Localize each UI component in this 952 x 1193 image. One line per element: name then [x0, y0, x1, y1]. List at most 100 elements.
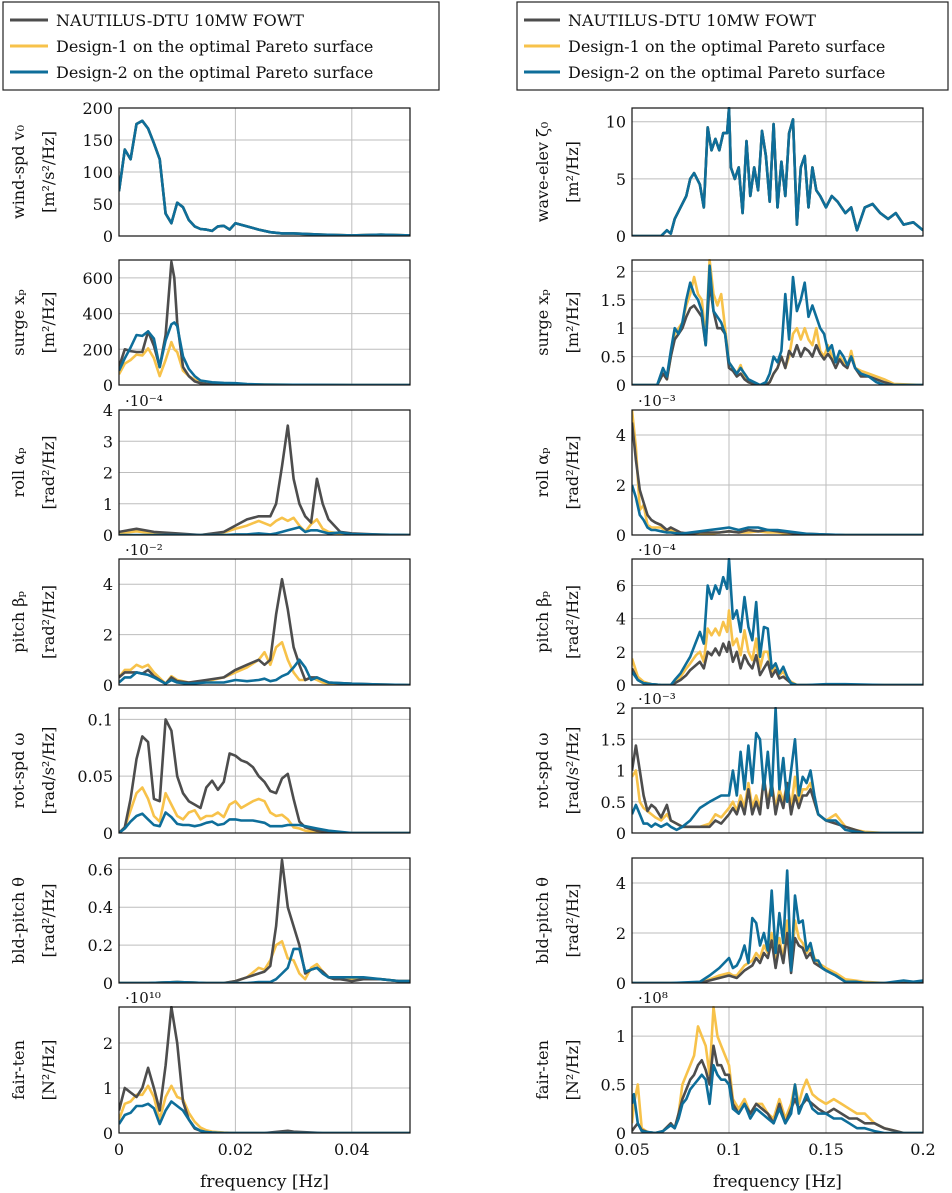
series-design2 — [119, 811, 410, 833]
x-axis-label: frequency [Hz] — [200, 1172, 329, 1192]
series-design2 — [632, 558, 923, 685]
series-baseline — [632, 281, 923, 385]
axes-frame — [118, 857, 411, 984]
y-tick-label: 2 — [616, 924, 626, 943]
legend-left: NAUTILUS-DTU 10MW FOWT Design-1 on the o… — [2, 1, 440, 91]
y-tick-label: 0.6 — [88, 860, 113, 879]
x-tick-label: 0.05 — [614, 1140, 650, 1159]
y-tick-label: 600 — [82, 269, 113, 288]
y-tick-label: 4 — [103, 575, 113, 594]
y-tick-label: 2 — [103, 626, 113, 645]
panel-left-5: 0 0.05 0.1 rot-spd ω [rad/s²/Hz] — [9, 707, 411, 843]
series-design2 — [632, 707, 923, 833]
y-tick-label: 0 — [616, 376, 626, 395]
y-scale-multiplier: ·10¹⁰ — [125, 989, 161, 1007]
y-tick-label: 2 — [103, 464, 113, 483]
y-axis-label-name: bld-pitch θ — [9, 877, 28, 964]
y-axis-label-unit: [m²/Hz] — [563, 292, 582, 354]
x-tick-label: 0.02 — [218, 1140, 254, 1159]
y-axis-label-unit: [rad²/Hz] — [39, 435, 58, 509]
y-tick-label: 4 — [616, 426, 626, 445]
panel-left-3: 0 1 2 3 4 roll αₚ [rad²/Hz] ·10⁻⁴ — [9, 392, 411, 545]
y-tick-label: 0 — [103, 824, 113, 843]
y-axis-label-unit: [rad²/Hz] — [563, 883, 582, 957]
series-baseline — [119, 718, 410, 833]
y-tick-label: 0.5 — [601, 348, 626, 367]
panel-right-1: 0 5 10 wave-elev ζ₀ [m²/Hz] — [533, 107, 924, 246]
axes-frame — [631, 857, 924, 984]
x-axis-label: frequency [Hz] — [713, 1172, 842, 1192]
y-tick-label: 0 — [103, 526, 113, 545]
y-tick-label: 0 — [616, 526, 626, 545]
y-axis-label-name: rot-spd ω — [9, 733, 28, 809]
panel-left-1: 0 50 100 150 200 wind-spd v₀ [m²/s²/Hz] — [9, 99, 411, 246]
y-axis-label-unit: [rad/s²/Hz] — [39, 727, 58, 815]
y-tick-label: 4 — [616, 874, 626, 893]
series-baseline — [119, 424, 410, 535]
x-tick-label: 0.04 — [334, 1140, 370, 1159]
legend-label-design1: Design-1 on the optimal Pareto surface — [56, 37, 373, 56]
y-axis-label-name: roll αₚ — [533, 448, 552, 498]
y-scale-multiplier: ·10⁻⁴ — [638, 541, 676, 559]
y-tick-label: 1.5 — [601, 291, 626, 310]
legend-frame — [2, 1, 440, 91]
legend-right: NAUTILUS-DTU 10MW FOWT Design-1 on the o… — [516, 1, 949, 91]
y-tick-label: 3 — [103, 432, 113, 451]
series-design2 — [632, 869, 923, 983]
axes-frame — [118, 107, 411, 237]
y-axis-label-unit: [rad²/Hz] — [563, 435, 582, 509]
series-design1 — [632, 409, 923, 535]
y-tick-label: 0 — [103, 376, 113, 395]
y-tick-label: 6 — [616, 577, 626, 596]
y-tick-label: 0.05 — [77, 767, 113, 786]
panel-left-7: 0 1 2 fair-ten [N²/Hz] ·10¹⁰ 0 0.02 0.04 frequenc… — [9, 989, 411, 1192]
y-tick-label: 10 — [606, 113, 626, 132]
y-tick-label: 0 — [616, 974, 626, 993]
y-axis-label-name: wave-elev ζ₀ — [533, 122, 552, 222]
y-axis-label-unit: [rad²/Hz] — [563, 585, 582, 659]
axes-frame — [118, 558, 411, 686]
axes-frame — [631, 1006, 924, 1134]
series-baseline — [632, 1044, 923, 1133]
y-tick-label: 0 — [103, 227, 113, 246]
x-tick-label: 0.1 — [716, 1140, 741, 1159]
y-tick-label: 4 — [103, 401, 113, 420]
y-tick-label: 1 — [103, 495, 113, 514]
y-tick-label: 2 — [616, 643, 626, 662]
y-axis-label-unit: [N²/Hz] — [39, 1040, 58, 1101]
axes-frame — [631, 107, 924, 237]
series-design1 — [119, 1084, 410, 1133]
axes-frame — [118, 707, 411, 834]
y-tick-label: 200 — [82, 340, 113, 359]
panel-right-3: 0 2 4 roll αₚ [rad²/Hz] ·10⁻³ — [533, 392, 924, 545]
y-tick-label: 2 — [616, 262, 626, 281]
y-tick-label: 0 — [616, 676, 626, 695]
y-tick-label: 0 — [616, 227, 626, 246]
panel-right-4: 0 2 4 6 pitch βₚ [rad²/Hz] ·10⁻⁴ — [533, 541, 924, 695]
series-design2 — [632, 264, 923, 385]
panel-left-4: 0 2 4 pitch βₚ [rad²/Hz] ·10⁻² — [9, 541, 411, 695]
y-tick-label: 200 — [82, 99, 113, 118]
y-axis-label-unit: [m²/s²/Hz] — [39, 131, 58, 213]
y-tick-label: 100 — [82, 163, 113, 182]
y-axis-label-unit: [rad²/Hz] — [39, 883, 58, 957]
y-axis-label-name: pitch βₚ — [533, 591, 552, 653]
series-design2 — [119, 321, 410, 385]
axes-frame — [631, 259, 924, 386]
y-scale-multiplier: ·10⁻² — [125, 541, 163, 559]
y-axis-label-unit: [rad/s²/Hz] — [563, 727, 582, 815]
y-axis-label-unit: [rad²/Hz] — [39, 585, 58, 659]
series-baseline — [119, 858, 410, 983]
y-axis-label-name: surge xₚ — [533, 289, 552, 355]
panel-right-7: 0 0.5 1 fair-ten [N²/Hz] ·10⁸ 0.05 0.1 0.15 0.2 fr… — [533, 989, 936, 1192]
y-tick-label: 400 — [82, 305, 113, 324]
y-axis-label-unit: [m²/Hz] — [39, 292, 58, 354]
axes-frame — [631, 409, 924, 536]
series-design2 — [632, 107, 923, 236]
axes-frame — [118, 409, 411, 536]
series-baseline — [632, 422, 923, 535]
y-tick-label: 2 — [103, 1034, 113, 1053]
y-tick-label: 0 — [103, 1124, 113, 1143]
y-tick-label: 0 — [616, 1124, 626, 1143]
